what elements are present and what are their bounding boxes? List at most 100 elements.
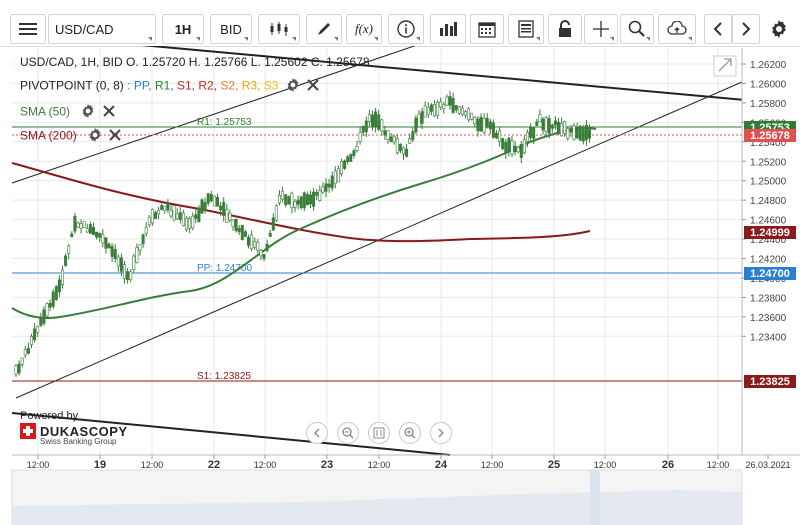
price-tag-label: 1.23825 — [750, 376, 790, 388]
zoom-button[interactable] — [620, 14, 654, 44]
settings-button[interactable] — [764, 14, 794, 44]
sma200-label: SMA (200) — [20, 128, 77, 143]
sma200-remove-button[interactable] — [109, 129, 122, 144]
candle-body — [572, 125, 576, 140]
candle-body — [73, 215, 77, 232]
candle-body — [256, 241, 260, 252]
chart-canvas[interactable]: R1: 1.25753 PP: 1.24700 S1: 1.23825 1.26… — [0, 46, 800, 525]
crosshair-button[interactable] — [584, 14, 618, 44]
pivot-remove-button[interactable] — [307, 79, 319, 94]
price-axis-ticks: 1.262001.260001.258001.256001.254001.252… — [742, 60, 787, 343]
price-tick-label: 1.23600 — [750, 313, 787, 324]
pivot-item-r3: R3, — [241, 78, 264, 93]
candle-body — [253, 240, 257, 248]
chart-type-button[interactable] — [258, 14, 300, 44]
candle-body — [327, 183, 331, 188]
symbol-selector[interactable]: USD/CAD — [48, 14, 156, 44]
scroll-right-button[interactable] — [430, 422, 452, 444]
candle-body — [494, 132, 498, 139]
menu-button[interactable] — [10, 14, 46, 44]
draw-button[interactable] — [306, 14, 342, 44]
candle-body — [367, 113, 371, 122]
price-side-selector[interactable]: BID — [210, 14, 252, 44]
candle-body — [268, 232, 272, 237]
upload-button[interactable] — [658, 14, 696, 44]
pivot-settings-button[interactable] — [286, 78, 300, 95]
lock-button[interactable] — [548, 14, 582, 44]
sma200-legend[interactable]: SMA (200) — [20, 128, 122, 145]
close-icon — [109, 129, 122, 141]
candle-body — [70, 233, 74, 238]
chart-area[interactable]: R1: 1.25753 PP: 1.24700 S1: 1.23825 1.26… — [0, 46, 800, 525]
support-line[interactable] — [11, 412, 451, 456]
candle-body — [250, 234, 254, 249]
candle-body — [29, 336, 33, 345]
calendar-button[interactable] — [470, 14, 504, 44]
volume-button[interactable] — [430, 14, 466, 44]
candle-body — [457, 106, 461, 114]
menu-icon — [19, 23, 37, 35]
candle-body — [166, 203, 170, 211]
sma200-settings-button[interactable] — [88, 128, 102, 145]
scroll-left-button[interactable] — [306, 422, 328, 444]
zoom-in-button[interactable] — [399, 422, 421, 444]
sma200-line[interactable] — [11, 162, 591, 243]
candle-body — [414, 117, 418, 133]
candle-body — [209, 193, 213, 202]
time-tick-label: 12:00 — [254, 460, 277, 470]
candle-body — [123, 264, 127, 279]
pp-label: PP: 1.24700 — [197, 263, 252, 274]
candle-body — [247, 237, 251, 246]
time-tick-label: 25 — [548, 459, 560, 471]
candle-body — [544, 117, 548, 132]
formula-button[interactable]: f(x) — [346, 14, 382, 44]
pivot-legend[interactable]: PIVOTPOINT (0, 8) : PP, R1, S1, R2, S2, … — [20, 78, 319, 95]
info-button[interactable] — [388, 14, 424, 44]
candle-body — [132, 255, 136, 270]
candles[interactable] — [14, 90, 591, 377]
time-axis-ticks: 12:00 19 12:00 22 12:00 23 12:00 24 12:00 25 12:00… — [27, 455, 791, 471]
candle-body — [525, 131, 529, 142]
candle-body — [64, 255, 68, 266]
candle-body — [138, 244, 142, 251]
channel-upper-line[interactable] — [11, 46, 420, 184]
toolbar: USD/CAD 1H BID f(x) — [0, 0, 800, 47]
zoom-in-icon — [404, 427, 416, 439]
candle-body — [358, 132, 362, 142]
candle-body — [79, 223, 83, 229]
candle-body — [355, 146, 359, 151]
template-button[interactable] — [508, 14, 544, 44]
candle-body — [42, 309, 46, 324]
candle-body — [95, 231, 99, 238]
candle-body — [17, 363, 21, 374]
reset-view-button[interactable] — [368, 422, 390, 444]
sma50-remove-button[interactable] — [102, 105, 115, 120]
time-tick-label: 24 — [435, 459, 448, 471]
sma50-settings-button[interactable] — [81, 104, 95, 121]
candle-body — [181, 212, 185, 226]
candle-body — [519, 143, 523, 158]
symbol-label: USD/CAD — [55, 21, 114, 37]
sma50-legend[interactable]: SMA (50) — [20, 104, 115, 121]
time-tick-label: 12:00 — [141, 460, 164, 470]
price-tag-label: 1.24700 — [750, 268, 790, 280]
candle-body — [20, 357, 24, 365]
next-icon — [742, 22, 751, 36]
next-button[interactable] — [732, 14, 760, 44]
candle-body — [321, 186, 325, 193]
zoom-out-button[interactable] — [337, 422, 359, 444]
expand-icon[interactable] — [713, 55, 737, 77]
period-selector[interactable]: 1H — [162, 14, 204, 44]
resistance-line[interactable] — [130, 46, 746, 101]
chevron-right-icon — [438, 428, 444, 438]
candle-body — [200, 199, 204, 214]
candle-body — [535, 121, 539, 126]
candle-body — [476, 118, 480, 132]
navigator-window[interactable] — [590, 470, 600, 525]
candle-body — [553, 120, 557, 126]
candle-body — [274, 205, 278, 221]
candle-body — [240, 224, 244, 240]
candle-body — [281, 191, 285, 200]
prev-button[interactable] — [704, 14, 732, 44]
plot-background — [12, 48, 742, 455]
